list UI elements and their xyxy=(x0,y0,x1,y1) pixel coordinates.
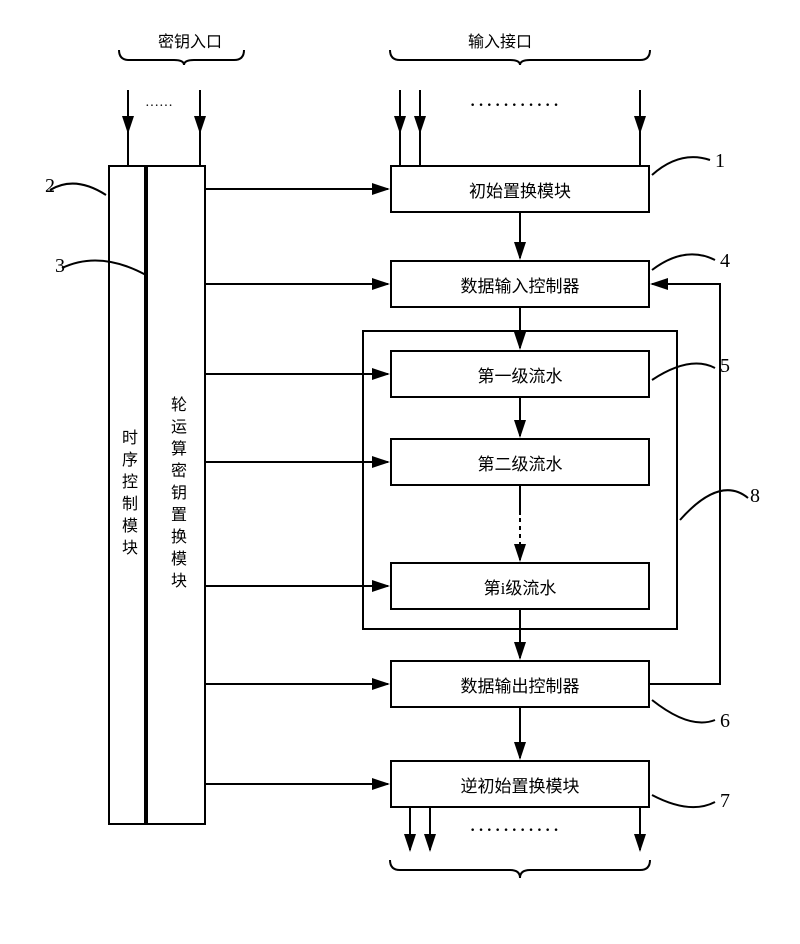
callout-2: 2 xyxy=(45,175,55,198)
svg-text:···········: ··········· xyxy=(470,822,562,839)
callout-6: 6 xyxy=(720,710,730,733)
pipeline-stage-2: 第二级流水 xyxy=(390,438,650,486)
timing-control-module: 时序控制模块 xyxy=(108,165,146,825)
pipeline-stage-1: 第一级流水 xyxy=(390,350,650,398)
initial-permutation-module: 初始置换模块 xyxy=(390,165,650,213)
callout-5: 5 xyxy=(720,355,730,378)
input-interface-label: 输入接口 xyxy=(420,28,580,52)
round-key-permutation-module: 轮运算密钥置换模块 xyxy=(146,165,206,825)
pipeline-stage-i: 第i级流水 xyxy=(390,562,650,610)
callout-3: 3 xyxy=(55,255,65,278)
callout-7: 7 xyxy=(720,790,730,813)
diagram-canvas: 密钥入口 输入接口 时序控制模块 轮运算密钥置换模块 初始置换模块 数据输入控制… xyxy=(20,20,780,924)
callout-1: 1 xyxy=(715,150,725,173)
inverse-initial-permutation-module: 逆初始置换模块 xyxy=(390,760,650,808)
data-output-controller: 数据输出控制器 xyxy=(390,660,650,708)
svg-text:······: ······ xyxy=(145,99,173,114)
callout-4: 4 xyxy=(720,250,730,273)
callout-8: 8 xyxy=(750,485,760,508)
svg-text:···········: ··········· xyxy=(470,97,562,114)
data-input-controller: 数据输入控制器 xyxy=(390,260,650,308)
key-entry-label: 密钥入口 xyxy=(120,28,260,52)
